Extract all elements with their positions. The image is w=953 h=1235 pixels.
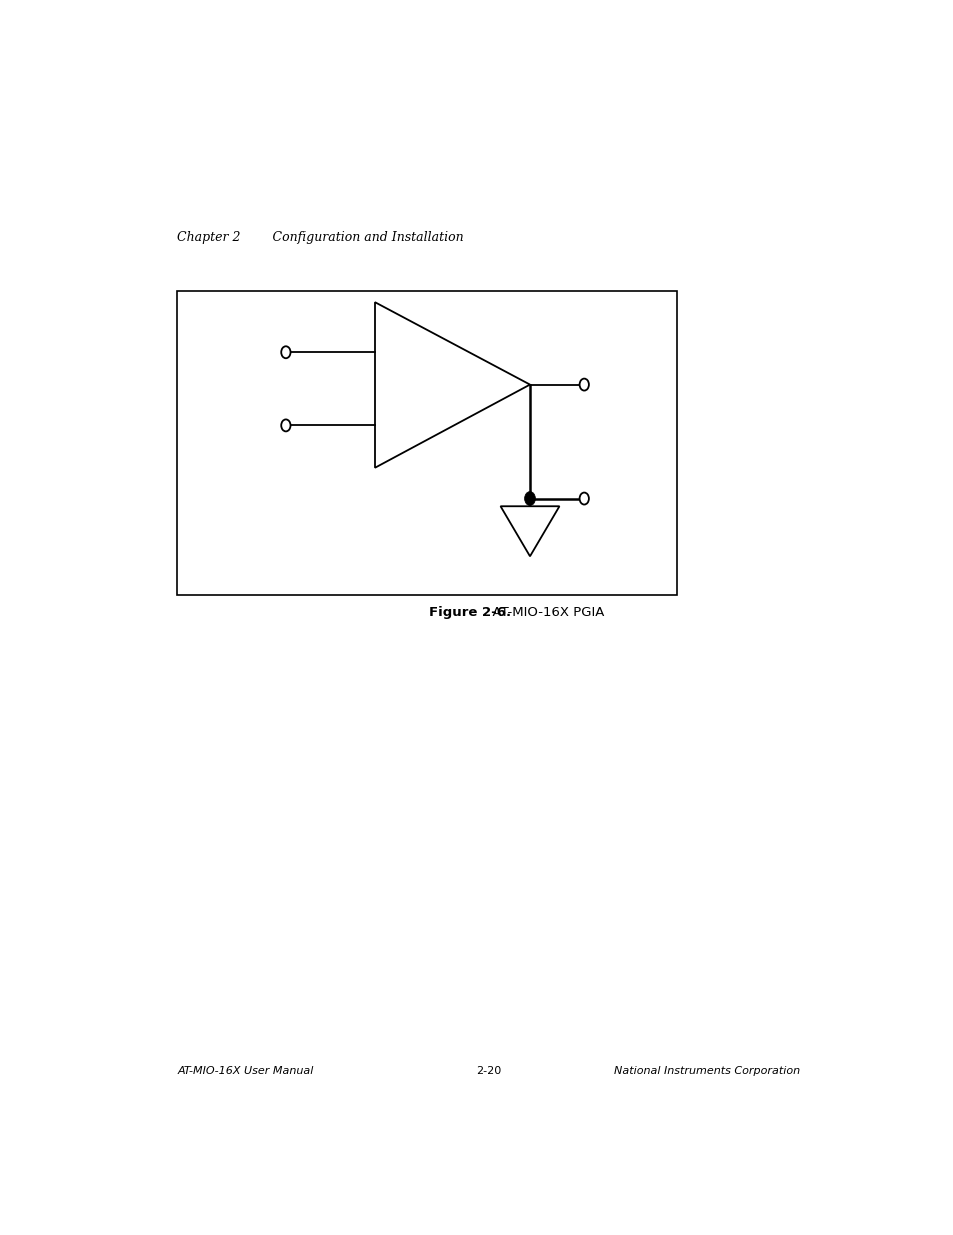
Text: Chapter 2        Configuration and Installation: Chapter 2 Configuration and Installation: [177, 231, 463, 245]
Text: National Instruments Corporation: National Instruments Corporation: [614, 1066, 800, 1076]
Bar: [177, 290, 677, 595]
Circle shape: [281, 346, 291, 358]
Circle shape: [524, 492, 535, 505]
Text: 2-20: 2-20: [476, 1066, 501, 1076]
Circle shape: [579, 493, 588, 505]
Circle shape: [281, 420, 291, 431]
Circle shape: [579, 379, 588, 390]
Text: AT-MIO-16X User Manual: AT-MIO-16X User Manual: [177, 1066, 314, 1076]
Text: AT-MIO-16X PGIA: AT-MIO-16X PGIA: [483, 606, 603, 619]
Text: Figure 2-6.: Figure 2-6.: [429, 606, 511, 619]
